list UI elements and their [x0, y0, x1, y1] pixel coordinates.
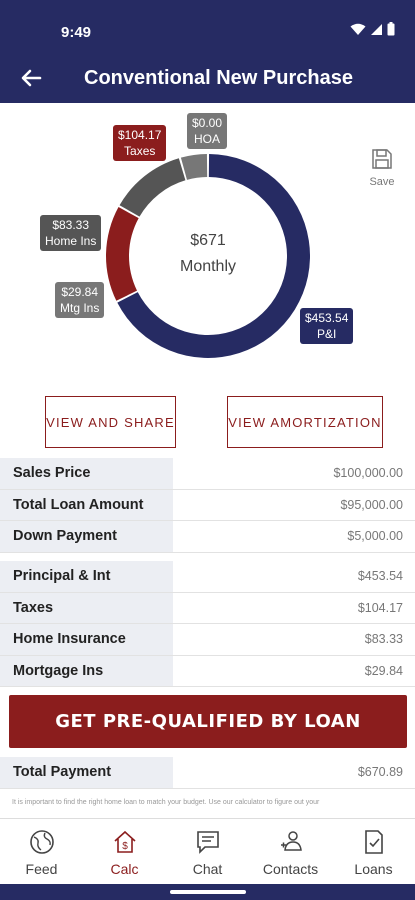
slice-name: Taxes [124, 144, 156, 158]
payment-donut-chart [0, 103, 415, 453]
row-value: $95,000.00 [340, 497, 403, 512]
tab-contacts[interactable]: Contacts [249, 819, 332, 884]
table-row: Home Insurance $83.33 [0, 624, 415, 656]
slice-value: $453.54 [305, 311, 349, 325]
donut-slice-mtg-ins [180, 154, 208, 180]
battery-icon [387, 22, 395, 36]
slice-value: $104.17 [118, 128, 162, 142]
slice-value: $83.33 [52, 218, 90, 232]
app-bar: Conventional New Purchase [0, 55, 415, 103]
slice-value: $29.84 [61, 285, 99, 299]
signal-icon [371, 23, 382, 35]
donut-chart-svg [106, 154, 310, 358]
row-value: $453.54 [357, 569, 403, 583]
disclaimer-text: It is important to find the right home l… [12, 799, 320, 806]
donut-slice-home-ins [119, 158, 186, 217]
slice-name: P&I [317, 327, 337, 341]
wifi-icon [350, 23, 366, 35]
row-label: Down Payment [0, 521, 173, 552]
status-bar: 9:49 [0, 0, 415, 55]
view-amortization-button[interactable]: VIEW AMORTIZATION [227, 396, 383, 448]
tab-feed[interactable]: Feed [0, 819, 83, 884]
tab-label: Calc [110, 861, 139, 877]
row-label: Mortgage Ins [0, 655, 173, 686]
home-indicator [170, 890, 246, 894]
tab-calc[interactable]: $ Calc [83, 819, 166, 884]
table-row: Principal & Int $453.54 [0, 561, 415, 593]
tab-label: Loans [354, 861, 393, 877]
page-title: Conventional New Purchase [84, 67, 353, 89]
status-icons [350, 22, 395, 36]
table-row: Mortgage Ins $29.84 [0, 655, 415, 687]
slice-name: Home Ins [45, 234, 97, 248]
back-arrow-icon[interactable] [18, 65, 44, 91]
slice-tag-home-ins: $83.33 Home Ins [40, 215, 102, 251]
table-row: Taxes $104.17 [0, 592, 415, 624]
total-payment-table: Total Payment $670.89 [0, 757, 415, 789]
slice-tag-taxes: $104.17 Taxes [113, 125, 167, 161]
table-row: Total Payment $670.89 [0, 757, 415, 789]
slice-tag-mtg-ins: $29.84 Mtg Ins [55, 282, 105, 318]
tab-label: Chat [192, 861, 223, 877]
save-label: Save [369, 176, 395, 188]
slice-name: HOA [194, 132, 221, 146]
row-value: $104.17 [357, 600, 403, 615]
floppy-disk-icon [372, 149, 392, 169]
view-and-share-button[interactable]: VIEW AND SHARE [45, 396, 176, 448]
donut-slice-taxes [106, 207, 139, 301]
loan-summary-table: Sales Price $100,000.00 Total Loan Amoun… [0, 458, 415, 553]
system-nav-bar [0, 884, 415, 900]
row-value: $670.89 [357, 765, 403, 779]
table-row: Sales Price $100,000.00 [0, 458, 415, 490]
svg-text:$: $ [122, 841, 128, 852]
status-time: 9:49 [61, 24, 92, 41]
row-value: $100,000.00 [333, 466, 403, 480]
tab-label: Contacts [262, 861, 319, 877]
get-pre-qualified-button[interactable]: GET PRE-QUALIFIED BY LOAN [9, 695, 407, 748]
row-value: $83.33 [364, 632, 403, 646]
payment-breakdown-table: Principal & Int $453.54 Taxes $104.17 Ho… [0, 561, 415, 687]
save-button[interactable]: Save [364, 148, 400, 188]
donut-center-label: Monthly [179, 258, 237, 275]
contacts-icon [280, 831, 302, 851]
row-label: Sales Price [0, 458, 173, 489]
bottom-tab-bar: Feed $ Calc Chat Contacts Loans [0, 818, 415, 884]
row-value: $29.84 [364, 663, 403, 678]
house-dollar-icon: $ [113, 830, 136, 853]
slice-tag-hoa: $0.00 HOA [187, 113, 228, 149]
document-check-icon [364, 830, 383, 854]
row-label: Home Insurance [0, 624, 173, 655]
slice-name: Mtg Ins [60, 301, 100, 315]
donut-center-value: $671 [190, 232, 226, 249]
row-label: Total Loan Amount [0, 489, 173, 520]
slice-value: $0.00 [192, 116, 223, 130]
tab-chat[interactable]: Chat [166, 819, 249, 884]
tab-label: Feed [25, 861, 58, 877]
row-label: Total Payment [0, 757, 173, 788]
row-label: Principal & Int [0, 561, 173, 592]
row-value: $5,000.00 [347, 529, 403, 543]
row-label: Taxes [0, 592, 173, 623]
table-row: Down Payment $5,000.00 [0, 521, 415, 553]
chat-icon [196, 831, 219, 854]
globe-icon [29, 830, 54, 854]
tab-loans[interactable]: Loans [332, 819, 415, 884]
slice-tag-pi: $453.54 P&I [300, 308, 354, 344]
table-row: Total Loan Amount $95,000.00 [0, 489, 415, 521]
